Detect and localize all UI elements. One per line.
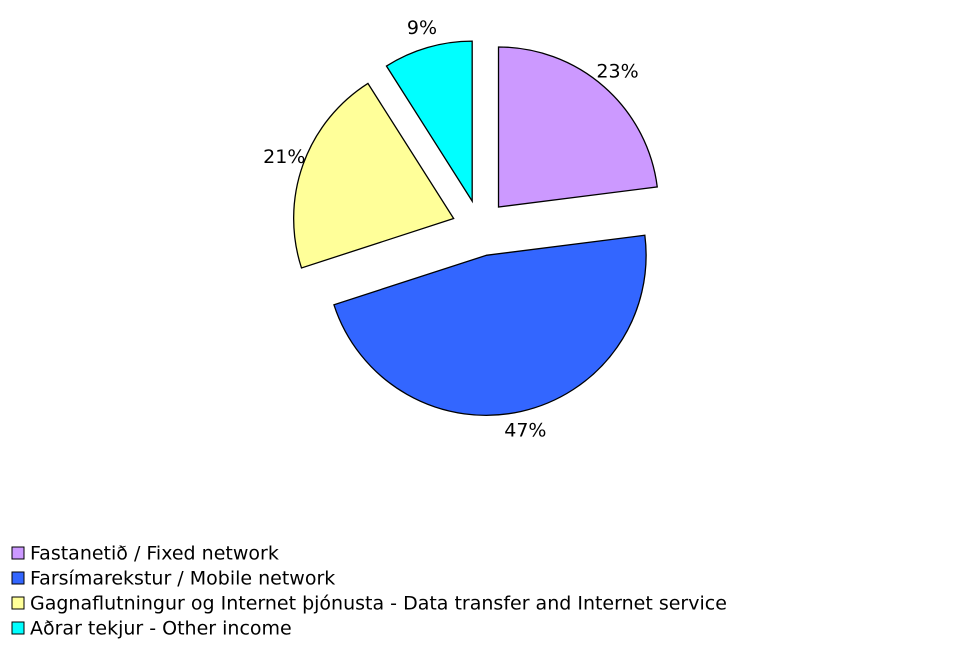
legend-label: Gagnaflutningur og Internet þjónusta - D… — [30, 593, 727, 615]
data-label: 21% — [263, 146, 305, 168]
legend-label: Farsímarekstur / Mobile network — [30, 568, 335, 590]
legend-label: Fastanetið / Fixed network — [30, 543, 279, 565]
legend-swatch — [11, 596, 25, 610]
legend-swatch — [11, 546, 25, 560]
legend-swatch — [11, 621, 25, 635]
data-label: 23% — [596, 60, 638, 82]
pie-slice — [293, 82, 455, 269]
pie-slice — [385, 40, 473, 204]
legend-swatch — [11, 571, 25, 585]
pie-slice — [497, 46, 658, 208]
pie-slice — [333, 234, 647, 416]
data-label: 9% — [407, 17, 437, 39]
legend-label: Aðrar tekjur - Other income — [30, 618, 292, 640]
data-label: 47% — [504, 419, 546, 441]
